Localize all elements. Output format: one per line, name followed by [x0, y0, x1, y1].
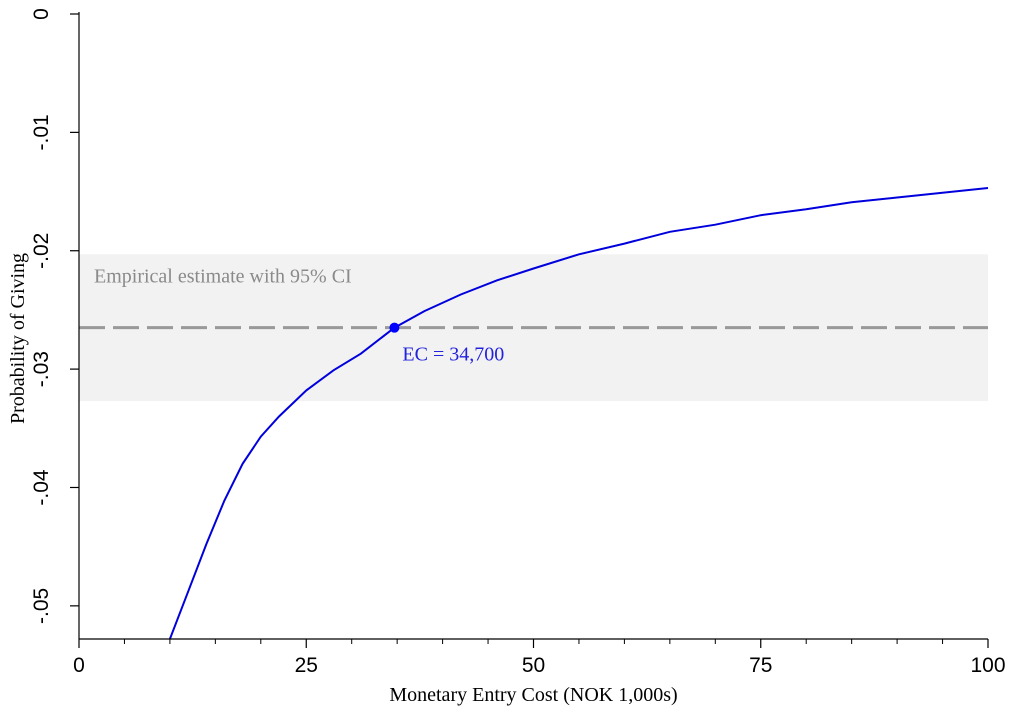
- y-tick-label: -.01: [30, 114, 53, 150]
- x-tick-label: 0: [73, 654, 85, 677]
- y-tick-label: -.04: [30, 469, 53, 506]
- highlight-point-label: EC = 34,700: [402, 344, 504, 366]
- x-tick-label: 25: [295, 654, 318, 677]
- x-tick-label: 50: [522, 654, 545, 677]
- series-layer: [168, 187, 989, 640]
- x-axis-title: Monetary Entry Cost (NOK 1,000s): [389, 684, 677, 706]
- axes-layer: 0 25 50 75 100 0 -.01 -.02 -.03 -.04 -.05: [30, 8, 1006, 677]
- y-tick-label: -.05: [30, 588, 53, 624]
- y-axis-title: Probability of Giving: [7, 253, 29, 424]
- y-tick-label: -.02: [30, 233, 53, 269]
- x-tick-label: 100: [970, 654, 1005, 677]
- y-tick-label: 0: [30, 8, 53, 20]
- series-line-0: [168, 187, 989, 640]
- y-tick-label: -.03: [30, 351, 53, 387]
- x-tick-label: 75: [749, 654, 772, 677]
- highlight-point: [389, 322, 400, 333]
- ci-band-label: Empirical estimate with 95% CI: [94, 265, 352, 287]
